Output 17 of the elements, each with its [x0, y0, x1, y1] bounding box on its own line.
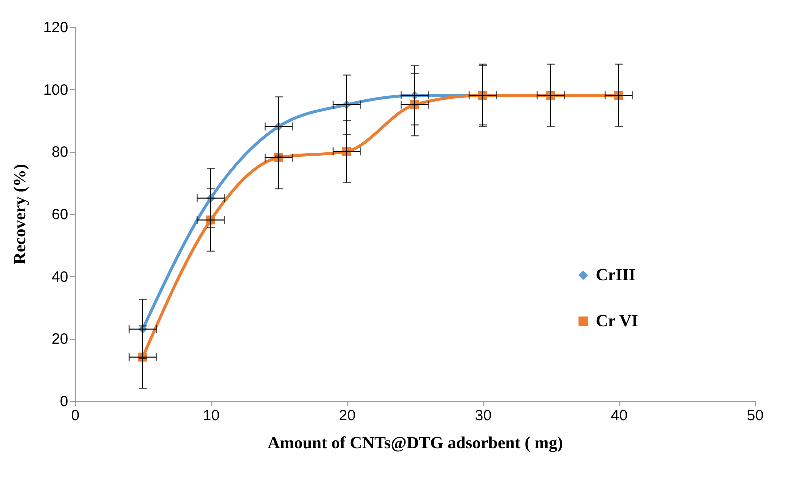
legend-label: Cr VI [596, 312, 639, 330]
y-tick-label: 60 [52, 206, 68, 224]
x-axis-title: Amount of CNTs@DTG adsorbent ( mg) [268, 434, 564, 452]
y-tick-label: 100 [43, 82, 68, 99]
y-tick-label: 80 [52, 144, 68, 162]
x-tick-label: 40 [611, 408, 628, 424]
y-tick-label: 0 [60, 394, 68, 410]
x-tick-label: 50 [747, 408, 764, 424]
x-tick-label: 10 [203, 408, 220, 424]
x-tick-label: 30 [475, 408, 492, 424]
y-axis-title: Recovery (%) [10, 164, 30, 265]
y-tick-label: 120 [43, 20, 68, 36]
x-tick-label: 20 [339, 408, 356, 424]
y-tick-label: 40 [52, 268, 68, 286]
y-tick-label: 20 [52, 331, 68, 348]
x-tick-label: 0 [71, 408, 80, 424]
legend-label: CrIII [596, 266, 636, 284]
